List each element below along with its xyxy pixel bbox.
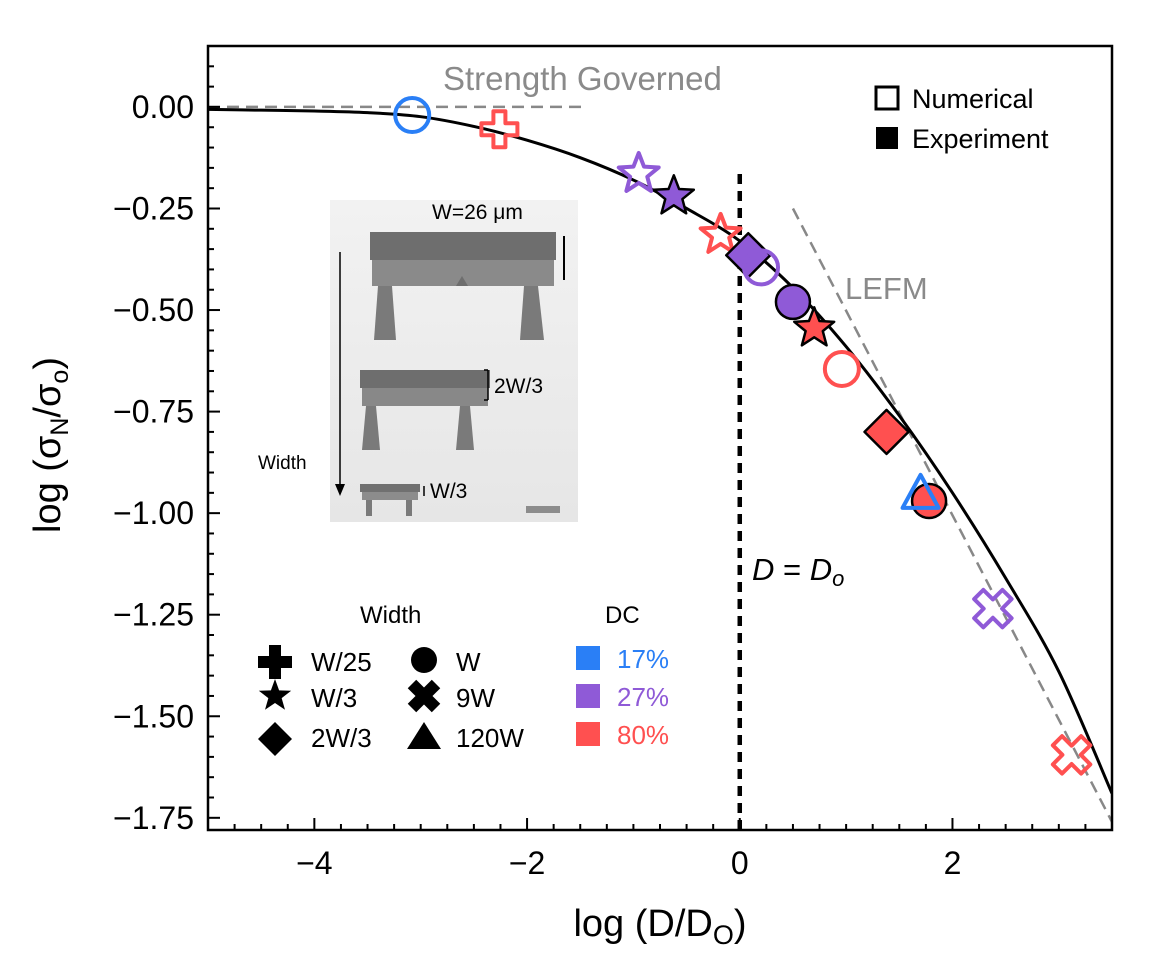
legend-cross-icon [407, 679, 441, 713]
data-point-cross-14 [1050, 734, 1093, 776]
strength-governed-label: Strength Governed [443, 60, 722, 97]
legend-circle-icon [411, 647, 437, 673]
inset-arrow-label: Width [258, 453, 307, 474]
axis-ticks [207, 45, 1113, 830]
lefm-line [791, 207, 1114, 823]
x-tick-label: −2 [509, 845, 545, 881]
data-point-plus-1 [479, 109, 520, 150]
legend-diamond-icon [258, 722, 292, 756]
legend-width-title: Width [360, 602, 421, 629]
data-point-star-4 [698, 211, 743, 254]
sem-inset-image [330, 200, 578, 522]
y-tick-label: −0.50 [113, 292, 194, 328]
legend-experiment-label: Experiment [912, 124, 1049, 154]
legend-w3-label: W/3 [311, 683, 357, 713]
legend-plus-icon [258, 645, 292, 679]
x-tick-label: −4 [296, 845, 332, 881]
y-tick-label: −0.75 [113, 394, 194, 430]
inset-label-2w3: 2W/3 [494, 375, 543, 398]
data-point-star-3 [652, 174, 696, 215]
legend-dc-title: DC [605, 602, 640, 629]
data-point-circle-9 [822, 349, 861, 388]
legend-triangle-icon [407, 722, 441, 749]
data-point-diamond-10 [863, 408, 910, 456]
legend-dc-17-swatch [576, 646, 600, 670]
y-tick-label: −1.50 [113, 698, 194, 734]
legend-dc-27-swatch [576, 684, 600, 708]
inset-annotations: W=26 μm 2W/3 W/3 Width [258, 201, 565, 503]
data-point-circle-6 [742, 248, 781, 287]
data-point-star-8 [792, 306, 836, 347]
x-tick-label: 2 [944, 845, 962, 881]
legend-width: Width W/25 W/3 2W/3 W 9W 120W [258, 602, 524, 756]
legend-dc-17-label: 17% [617, 644, 669, 674]
legend-open-square-icon [874, 85, 900, 111]
y-tick-label: 0.00 [132, 89, 194, 125]
legend-dc-80-swatch [576, 722, 600, 746]
data-point-star-2 [616, 150, 661, 193]
d0-label: D = Do [752, 552, 844, 591]
axis-tick-labels: −4 −2 0 2 0.00 −0.25 −0.50 −0.75 −1.00 −1.25 −1.50… [113, 89, 961, 881]
x-axis-label: log (D/DO) [573, 903, 746, 950]
y-tick-label: −0.25 [113, 190, 194, 226]
legend-type: Numerical Experiment [874, 84, 1049, 154]
y-axis-label: log (σN/σo) [27, 357, 74, 533]
x-tick-label: 0 [731, 845, 749, 881]
data-markers [393, 96, 1093, 776]
data-point-cross-13 [972, 587, 1014, 630]
legend-dc-80-label: 80% [617, 720, 669, 750]
size-effect-curve [208, 107, 1112, 795]
data-point-triangle-12 [900, 472, 941, 510]
data-point-circle-7 [774, 283, 812, 321]
legend-dc: DC 17% 27% 80% [576, 602, 669, 750]
inset-title: W=26 μm [432, 201, 523, 224]
legend-w25-label: W/25 [311, 647, 372, 677]
lefm-label: LEFM [845, 271, 928, 306]
legend-star-icon [258, 679, 292, 710]
legend-w-label: W [456, 647, 481, 677]
legend-numerical-label: Numerical [912, 84, 1034, 114]
legend-2w3-label: 2W/3 [311, 723, 372, 753]
legend-dc-27-label: 27% [617, 682, 669, 712]
y-tick-label: −1.25 [113, 597, 194, 633]
y-tick-label: −1.75 [113, 800, 194, 836]
legend-120w-label: 120W [456, 723, 524, 753]
legend-filled-square-icon [876, 127, 898, 149]
data-point-circle-0 [393, 96, 432, 135]
legend-9w-label: 9W [456, 683, 495, 713]
y-tick-label: −1.00 [113, 495, 194, 531]
inset-label-w3: W/3 [430, 480, 467, 503]
